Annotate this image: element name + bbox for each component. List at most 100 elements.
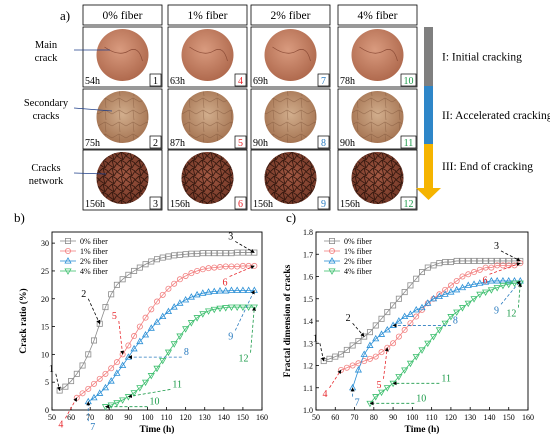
data-point [131, 333, 138, 340]
data-point [412, 305, 420, 313]
annotation-label: 6 [482, 275, 487, 286]
annotation-leader [500, 250, 521, 262]
data-point [343, 346, 350, 353]
legend-entry: 2% fiber [80, 257, 108, 266]
time-label: 54h [85, 76, 100, 87]
annotation-label: 10 [149, 397, 159, 408]
row-label: Cracks [31, 163, 60, 174]
stage-label: III: End of cracking [442, 161, 533, 173]
data-point [124, 394, 132, 401]
data-point [170, 303, 178, 310]
data-point [119, 361, 127, 369]
column-header-box [167, 4, 248, 26]
data-point [349, 362, 356, 369]
data-point [113, 369, 121, 376]
time-label: 87h [170, 138, 185, 149]
data-point [216, 287, 224, 294]
data-point [239, 262, 246, 269]
specimen-number-box [234, 135, 247, 149]
time-label: 156h [253, 199, 273, 210]
data-point [494, 257, 501, 264]
data-point [187, 293, 195, 300]
data-point [170, 341, 178, 348]
data-point [119, 397, 127, 404]
data-point [488, 257, 495, 264]
time-label: 63h [170, 76, 185, 87]
specimen-number: 9 [321, 199, 326, 210]
data-point [205, 250, 212, 257]
panel-c-label: c) [286, 210, 296, 225]
data-point [159, 357, 167, 365]
series-0-fiber [320, 257, 524, 365]
annotation-label: 11 [172, 379, 182, 390]
data-point [194, 267, 201, 274]
data-point [384, 309, 391, 316]
data-point [136, 337, 144, 345]
specimen-number-box [400, 73, 417, 87]
data-point [147, 373, 155, 380]
series-line [340, 262, 521, 371]
data-point [73, 370, 80, 377]
y-tick-label: 5 [45, 378, 49, 387]
data-point [204, 308, 213, 315]
data-point [447, 288, 455, 295]
data-point [338, 351, 345, 358]
data-point [435, 327, 443, 334]
annotation-leader [383, 347, 389, 379]
data-point [476, 257, 483, 264]
data-point [487, 287, 495, 294]
annotation-label: 2 [346, 313, 351, 324]
annotation-label: 5 [112, 311, 117, 322]
legend-entry: 4% fiber [80, 267, 108, 276]
data-point [165, 285, 172, 292]
annotation-leader [234, 290, 255, 331]
annotation-leader [55, 373, 61, 391]
data-point [113, 281, 120, 288]
specimen-number: 1 [153, 76, 158, 87]
specimen-number: 12 [404, 199, 414, 210]
annotation-leader [235, 241, 255, 253]
time-label: 156h [170, 199, 190, 210]
data-point [412, 354, 420, 361]
specimen-number: 11 [404, 138, 414, 149]
legend-marker [328, 247, 335, 254]
data-point [193, 315, 201, 322]
data-point [429, 334, 438, 341]
data-point [182, 295, 190, 303]
annotation-leader [118, 320, 125, 355]
row-label-pointer [73, 172, 107, 175]
data-point [401, 326, 408, 333]
data-point [493, 277, 501, 284]
main-crack-line [272, 46, 311, 62]
data-point [505, 257, 512, 264]
annotation-label: 7 [355, 398, 360, 409]
data-point [153, 298, 160, 305]
data-point [418, 269, 425, 276]
data-point [84, 397, 92, 405]
data-point [424, 299, 432, 306]
data-point [182, 251, 189, 258]
data-point [482, 257, 489, 264]
x-tick-label: 100 [141, 413, 153, 422]
specimen-disc [264, 29, 317, 81]
data-point [366, 329, 373, 336]
specimen-number: 10 [404, 76, 414, 87]
data-point [188, 250, 195, 257]
annotation-label: 9 [494, 305, 499, 316]
x-tick-label: 120 [180, 413, 192, 422]
data-point [239, 286, 247, 293]
stage-bar [424, 144, 433, 188]
y-tick-label: 1.6 [303, 273, 313, 282]
data-point [222, 305, 230, 312]
y-tick-label: 15 [41, 323, 49, 332]
data-point [176, 333, 184, 340]
stage-bar [424, 27, 433, 86]
legend-marker [64, 268, 72, 275]
x-tick-label: 80 [370, 413, 378, 422]
specimen-number: 4 [238, 76, 243, 87]
y-tick-label: 0 [45, 406, 49, 415]
data-point [228, 263, 235, 270]
